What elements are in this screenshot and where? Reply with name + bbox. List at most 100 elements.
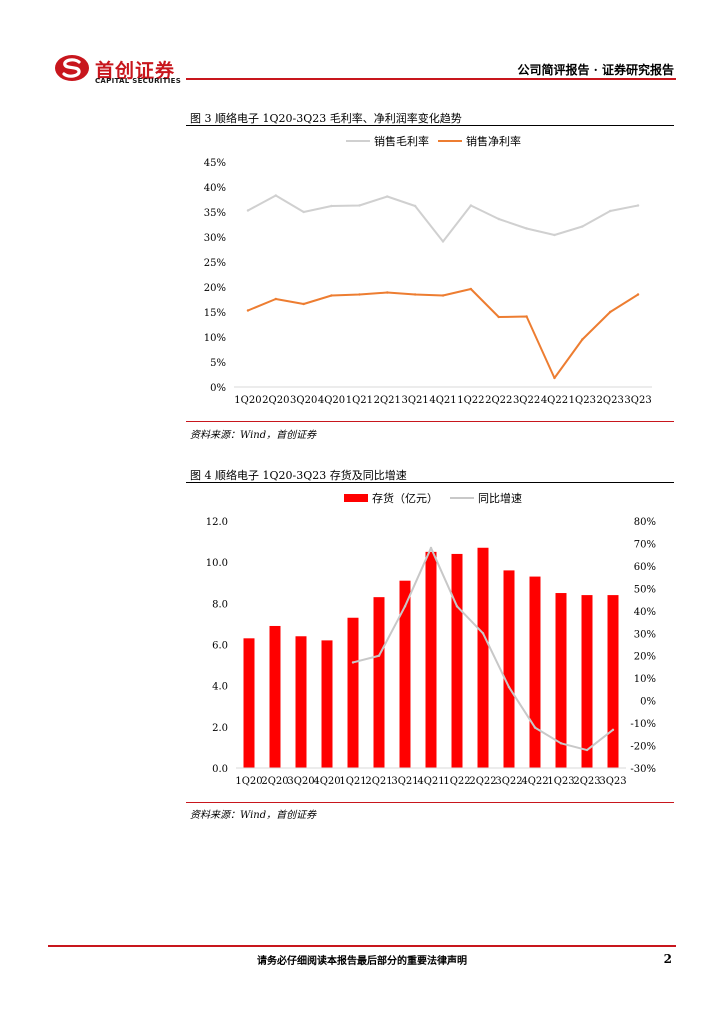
x-tick-label: 3Q22 xyxy=(495,776,522,787)
inventory-bar xyxy=(243,638,255,768)
yoy-growth-point xyxy=(585,748,589,752)
inventory-bar xyxy=(373,597,385,768)
net-margin-point xyxy=(609,310,612,314)
x-tick-label: 2Q20 xyxy=(261,776,288,787)
legend-gross-margin-label: 销售毛利率 xyxy=(374,134,429,148)
net-margin-point xyxy=(330,294,333,297)
y-right-tick-label: 10% xyxy=(634,674,656,685)
legend-net-margin-label: 销售净利率 xyxy=(466,134,521,148)
inventory-bar xyxy=(347,617,359,768)
y-tick-label: 5% xyxy=(210,358,226,369)
y-right-tick-label: 20% xyxy=(634,652,656,663)
gross-margin-point xyxy=(330,204,333,208)
x-tick-label: 2Q21 xyxy=(374,395,401,406)
net-margin-point xyxy=(553,376,556,380)
figure4-top-rule xyxy=(186,482,674,483)
x-tick-label: 4Q21 xyxy=(417,776,444,787)
gross-margin-point xyxy=(497,217,500,221)
gross-margin-point xyxy=(441,240,445,243)
figure3-source: 资料来源：Wind，首创证券 xyxy=(190,430,317,441)
x-tick-label: 3Q21 xyxy=(391,776,418,787)
figure3-bottom-rule xyxy=(186,421,674,422)
y-tick-label: 40% xyxy=(204,183,226,194)
gross-margin-point xyxy=(609,209,612,213)
inventory-bar xyxy=(321,640,333,768)
y-left-tick-label: 12.0 xyxy=(206,517,228,528)
figure3-title: 图 3 顺络电子 1Q20-3Q23 毛利率、净利润率变化趋势 xyxy=(190,112,462,125)
y-right-tick-label: 70% xyxy=(634,539,656,550)
yoy-growth-point xyxy=(455,605,459,608)
y-right-tick-label: 60% xyxy=(634,562,656,573)
net-margin-point xyxy=(636,293,640,296)
y-left-tick-label: 4.0 xyxy=(212,682,228,693)
y-tick-label: 0% xyxy=(210,383,226,394)
x-tick-label: 3Q22 xyxy=(513,395,540,406)
legend-yoy-label: 同比增速 xyxy=(478,491,522,505)
y-left-tick-label: 0.0 xyxy=(212,764,228,775)
inventory-bar xyxy=(269,625,281,768)
x-tick-label: 1Q22 xyxy=(457,395,484,406)
gross-margin-point xyxy=(581,225,584,228)
gross-margin-point xyxy=(469,204,473,207)
yoy-growth-point xyxy=(429,546,433,550)
net-margin-point xyxy=(386,291,389,294)
y-tick-label: 20% xyxy=(204,283,226,294)
x-tick-label: 2Q23 xyxy=(597,395,624,406)
yoy-growth-point xyxy=(351,661,355,664)
x-tick-label: 4Q20 xyxy=(318,395,345,406)
inventory-bar xyxy=(503,570,515,768)
y-tick-label: 45% xyxy=(204,158,226,169)
x-tick-label: 4Q20 xyxy=(313,776,340,787)
x-tick-label: 2Q20 xyxy=(262,395,289,406)
x-tick-label: 3Q20 xyxy=(287,776,314,787)
y-right-tick-label: -30% xyxy=(630,764,656,775)
x-tick-label: 1Q23 xyxy=(547,776,574,787)
figure4-title: 图 4 顺络电子 1Q20-3Q23 存货及同比增速 xyxy=(190,469,407,482)
inventory-bar xyxy=(451,553,463,768)
x-tick-label: 1Q21 xyxy=(339,776,366,787)
header-divider xyxy=(186,78,676,80)
y-left-tick-label: 6.0 xyxy=(212,641,228,652)
x-tick-label: 3Q20 xyxy=(290,395,317,406)
net-margin-point xyxy=(413,293,417,296)
net-margin-point xyxy=(581,338,584,341)
legend-inventory-label: 存货（亿元） xyxy=(372,491,438,505)
net-margin-point xyxy=(441,294,445,297)
x-tick-label: 4Q21 xyxy=(429,395,456,406)
logo-text-cn: 首创证券 xyxy=(95,60,176,82)
gross-margin-point xyxy=(358,204,361,207)
y-right-tick-label: 80% xyxy=(634,517,656,528)
x-tick-label: 4Q22 xyxy=(541,395,568,406)
x-tick-label: 3Q23 xyxy=(624,395,651,406)
yoy-growth-point xyxy=(507,685,511,689)
report-type: 公司简评报告 · 证券研究报告 xyxy=(517,63,674,77)
logo-text-en: CAPITAL SECURITIES xyxy=(95,77,182,85)
inventory-bar xyxy=(529,576,541,768)
net-margin-point xyxy=(469,287,473,291)
x-tick-label: 2Q21 xyxy=(365,776,392,787)
x-tick-label: 2Q23 xyxy=(573,776,600,787)
margin-trend-chart: 销售毛利率 销售净利率 0% 5% 10% 15% 20% 25% 30% 35% 40% 45% 1Q… xyxy=(204,134,652,406)
yoy-growth-point xyxy=(559,742,563,745)
y-tick-label: 10% xyxy=(204,333,226,344)
inventory-bar xyxy=(399,580,411,768)
y-right-tick-label: 0% xyxy=(640,697,656,708)
gross-margin-line xyxy=(247,194,639,243)
y-right-tick-label: -20% xyxy=(630,742,656,753)
gross-margin-point xyxy=(553,233,556,237)
inventory-bar xyxy=(555,593,567,768)
gross-margin-point xyxy=(636,204,640,207)
net-margin-point xyxy=(358,293,361,296)
x-tick-label: 3Q21 xyxy=(401,395,428,406)
y-tick-label: 25% xyxy=(204,258,226,269)
y-left-tick-label: 8.0 xyxy=(212,599,228,610)
gross-margin-point xyxy=(386,195,389,198)
inventory-bar xyxy=(477,547,489,768)
inventory-bar xyxy=(607,595,619,768)
y-tick-label: 30% xyxy=(204,233,226,244)
yoy-growth-point xyxy=(377,654,381,657)
net-margin-point xyxy=(246,309,250,312)
x-tick-label: 1Q20 xyxy=(235,776,262,787)
legend-inventory-swatch xyxy=(344,494,368,502)
yoy-growth-point xyxy=(403,605,407,608)
